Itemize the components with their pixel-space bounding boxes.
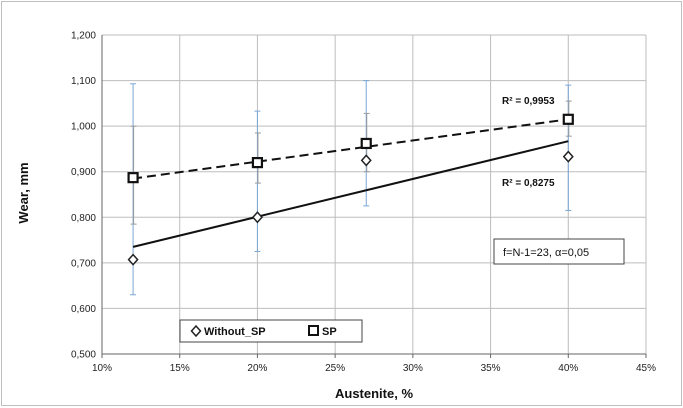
x-tick-label: 20% [247, 363, 267, 374]
trendline-sp [132, 118, 569, 180]
point-sp [251, 157, 264, 169]
legend-label-sp: SP [322, 326, 337, 338]
x-tick-label: 45% [636, 363, 656, 374]
x-tick-label: 30% [403, 363, 423, 374]
point-without-sp [360, 154, 372, 167]
legend: Without_SP SP [179, 319, 363, 343]
y-tick-label: 1,200 [71, 31, 96, 42]
y-tick-label: 0,600 [71, 304, 96, 315]
y-tick-label: 0,800 [71, 213, 96, 224]
y-tick-label: 1,100 [71, 76, 96, 87]
grid-lines [102, 34, 647, 354]
point-sp [360, 137, 372, 150]
data-points [127, 113, 574, 266]
annotation-box: f=N-1=23, α=0,05 [493, 238, 625, 265]
y-tick-labels: 0,500 0,600 0,700 0,800 0,900 1,000 1,100 1,200 [71, 31, 96, 361]
x-tick-label: 25% [325, 363, 345, 374]
x-axis-title: Austenite, % [335, 386, 413, 401]
x-tick-label: 35% [481, 363, 501, 374]
trendlines [132, 118, 569, 248]
legend-diamond-icon [190, 324, 202, 338]
legend-square-icon [308, 325, 319, 336]
point-without-sp [562, 150, 574, 163]
r2-label-without-sp: R² = 0,8275 [502, 178, 555, 189]
x-tick-label: 10% [92, 363, 112, 374]
x-tick-labels: 10% 15% 20% 25% 30% 35% 40% 45% [92, 363, 656, 374]
y-tick-label: 1,000 [71, 122, 96, 133]
point-without-sp [251, 211, 263, 224]
legend-label-without-sp: Without_SP [204, 326, 266, 338]
point-without-sp [127, 253, 139, 266]
y-axis-title: Wear, mm [16, 162, 31, 223]
y-tick-label: 0,900 [71, 167, 96, 178]
point-sp [127, 172, 139, 184]
x-tick-label: 15% [170, 363, 190, 374]
y-tick-label: 0,500 [71, 350, 96, 361]
point-sp [562, 113, 574, 125]
x-tick-label: 40% [558, 363, 578, 374]
y-tick-label: 0,700 [71, 258, 96, 269]
axes [101, 35, 647, 358]
r2-label-sp: R² = 0,9953 [502, 96, 555, 107]
annotation-text: f=N-1=23, α=0,05 [503, 247, 589, 259]
trendline-without-sp [132, 140, 569, 248]
